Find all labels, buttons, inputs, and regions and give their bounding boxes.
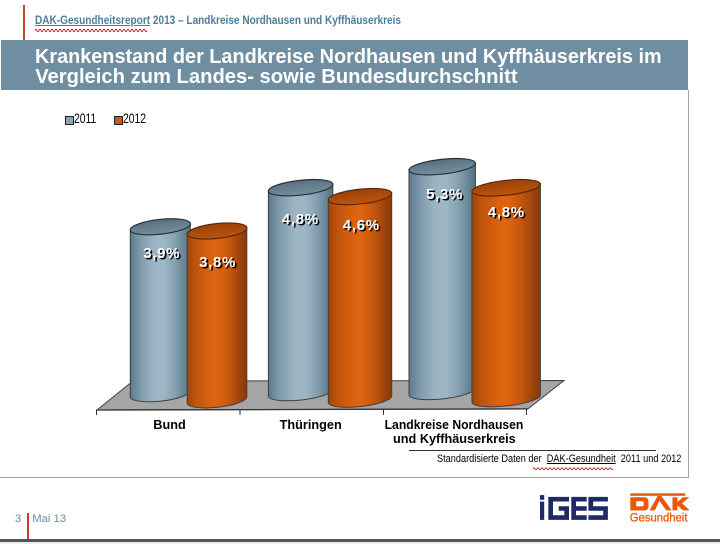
svg-text:Gesundheit: Gesundheit xyxy=(630,510,688,524)
